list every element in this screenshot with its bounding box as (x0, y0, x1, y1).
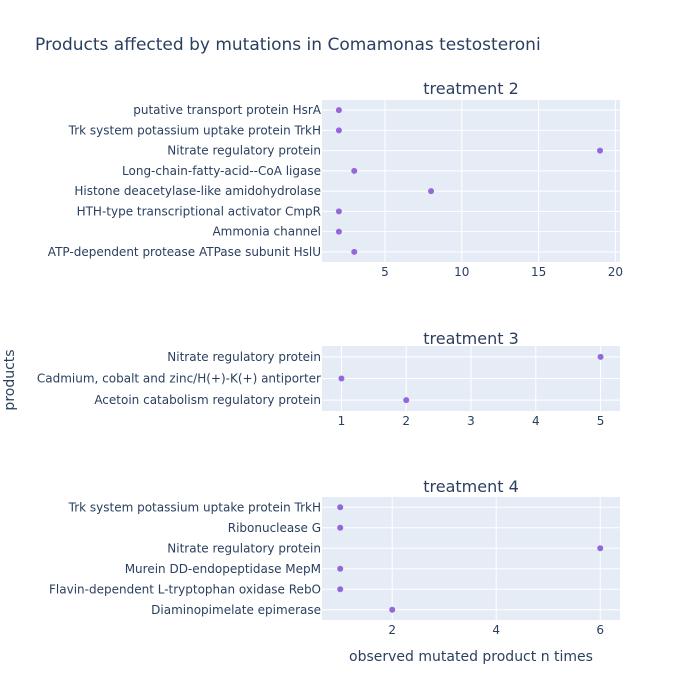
x-tick-label: 10 (454, 265, 469, 279)
data-point[interactable] (597, 147, 604, 154)
y-tick-label: Cadmium, cobalt and zinc/H(+)-K(+) antip… (37, 372, 321, 386)
plot-area (322, 497, 620, 620)
y-tick-label: Nitrate regulatory protein (167, 350, 321, 364)
y-tick-label: Flavin-dependent L-tryptophan oxidase Re… (49, 582, 321, 596)
y-tick-label: Nitrate regulatory protein (167, 144, 321, 158)
x-tick-label: 4 (492, 623, 500, 637)
y-tick-label: Ribonuclease G (228, 521, 321, 535)
data-point[interactable] (335, 228, 342, 235)
subplot-title: treatment 4 (423, 477, 519, 496)
y-tick-label: Long-chain-fatty-acid--CoA ligase (122, 164, 321, 178)
y-tick-label: putative transport protein HsrA (133, 103, 322, 117)
data-point[interactable] (597, 545, 604, 552)
data-point[interactable] (389, 606, 396, 613)
y-tick-label: Nitrate regulatory protein (167, 541, 321, 555)
y-tick-label: HTH-type transcriptional activator CmpR (77, 204, 321, 218)
data-point[interactable] (335, 107, 342, 114)
data-point[interactable] (351, 167, 358, 174)
x-tick-label: 4 (532, 414, 540, 428)
y-tick-label: ATP-dependent protease ATPase subunit Hs… (48, 245, 321, 259)
x-tick-label: 2 (388, 623, 396, 637)
subplot-3: 2 4 6 Trk system potassium uptake protein T… (49, 477, 620, 637)
x-tick-label: 6 (596, 623, 604, 637)
y-tick-label: Diaminopimelate epimerase (151, 603, 321, 617)
x-tick-label: 5 (597, 414, 605, 428)
y-tick-label: Acetoin catabolism regulatory protein (94, 393, 321, 407)
plot-area (322, 100, 620, 262)
x-tick-label: 2 (402, 414, 410, 428)
y-tick-label: Trk system potassium uptake protein TrkH (68, 500, 321, 514)
data-point[interactable] (335, 208, 342, 215)
data-point[interactable] (337, 504, 344, 511)
chart-title: Products affected by mutations in Comamo… (35, 35, 541, 55)
subplot-2: 1 2 3 4 5 Nitrate regulatory protein Cadmium, … (37, 329, 620, 428)
y-tick-label: Ammonia channel (212, 225, 321, 239)
data-point[interactable] (597, 353, 604, 360)
y-tick-label: Histone deacetylase-like amidohydrolase (74, 184, 321, 198)
data-point[interactable] (428, 188, 435, 195)
y-axis-label: products (2, 349, 18, 410)
y-tick-label: Trk system potassium uptake protein TrkH (68, 123, 321, 137)
data-point[interactable] (351, 248, 358, 255)
data-point[interactable] (337, 565, 344, 572)
data-point[interactable] (337, 586, 344, 593)
x-axis-label: observed mutated product n times (349, 649, 593, 665)
y-tick-label: Murein DD-endopeptidase MepM (125, 562, 321, 576)
x-tick-label: 5 (381, 265, 389, 279)
subplot-title: treatment 3 (423, 329, 519, 348)
subplot-title: treatment 2 (423, 79, 519, 98)
data-point[interactable] (403, 397, 410, 404)
data-point[interactable] (338, 375, 345, 382)
data-point[interactable] (337, 524, 344, 531)
x-tick-label: 3 (467, 414, 475, 428)
x-tick-label: 1 (338, 414, 346, 428)
subplot-1: 5 10 15 20 putative transport protein HsrA Tr… (48, 79, 623, 279)
data-point[interactable] (335, 127, 342, 134)
x-tick-label: 20 (608, 265, 623, 279)
x-tick-label: 15 (531, 265, 546, 279)
